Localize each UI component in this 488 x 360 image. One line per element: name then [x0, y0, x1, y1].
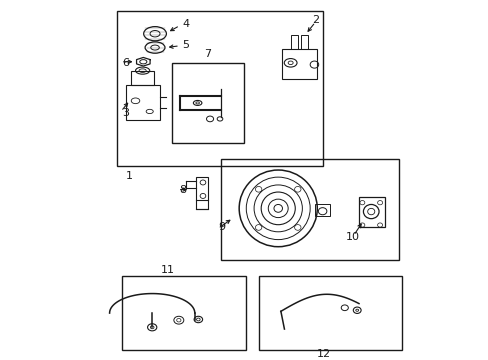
- Bar: [196, 177, 208, 209]
- Text: 8: 8: [179, 185, 185, 194]
- Text: 9: 9: [218, 222, 224, 232]
- Bar: [258, 276, 402, 350]
- Bar: [314, 204, 330, 216]
- Bar: [117, 12, 322, 166]
- Bar: [131, 71, 154, 85]
- Text: 2: 2: [311, 15, 318, 25]
- Text: 7: 7: [203, 49, 210, 59]
- Bar: [171, 63, 244, 143]
- Text: 5: 5: [182, 40, 189, 50]
- Bar: [125, 85, 159, 120]
- Bar: [122, 276, 246, 350]
- Text: 1: 1: [125, 171, 132, 181]
- Bar: [221, 159, 398, 260]
- Text: 11: 11: [161, 265, 175, 275]
- Text: 3: 3: [122, 108, 129, 117]
- Bar: [358, 197, 385, 227]
- Bar: [282, 49, 316, 79]
- Text: 4: 4: [182, 19, 189, 29]
- Text: 6: 6: [122, 58, 129, 68]
- Bar: [290, 35, 297, 49]
- Text: 10: 10: [345, 233, 359, 243]
- Bar: [301, 35, 308, 49]
- Text: 12: 12: [317, 349, 331, 359]
